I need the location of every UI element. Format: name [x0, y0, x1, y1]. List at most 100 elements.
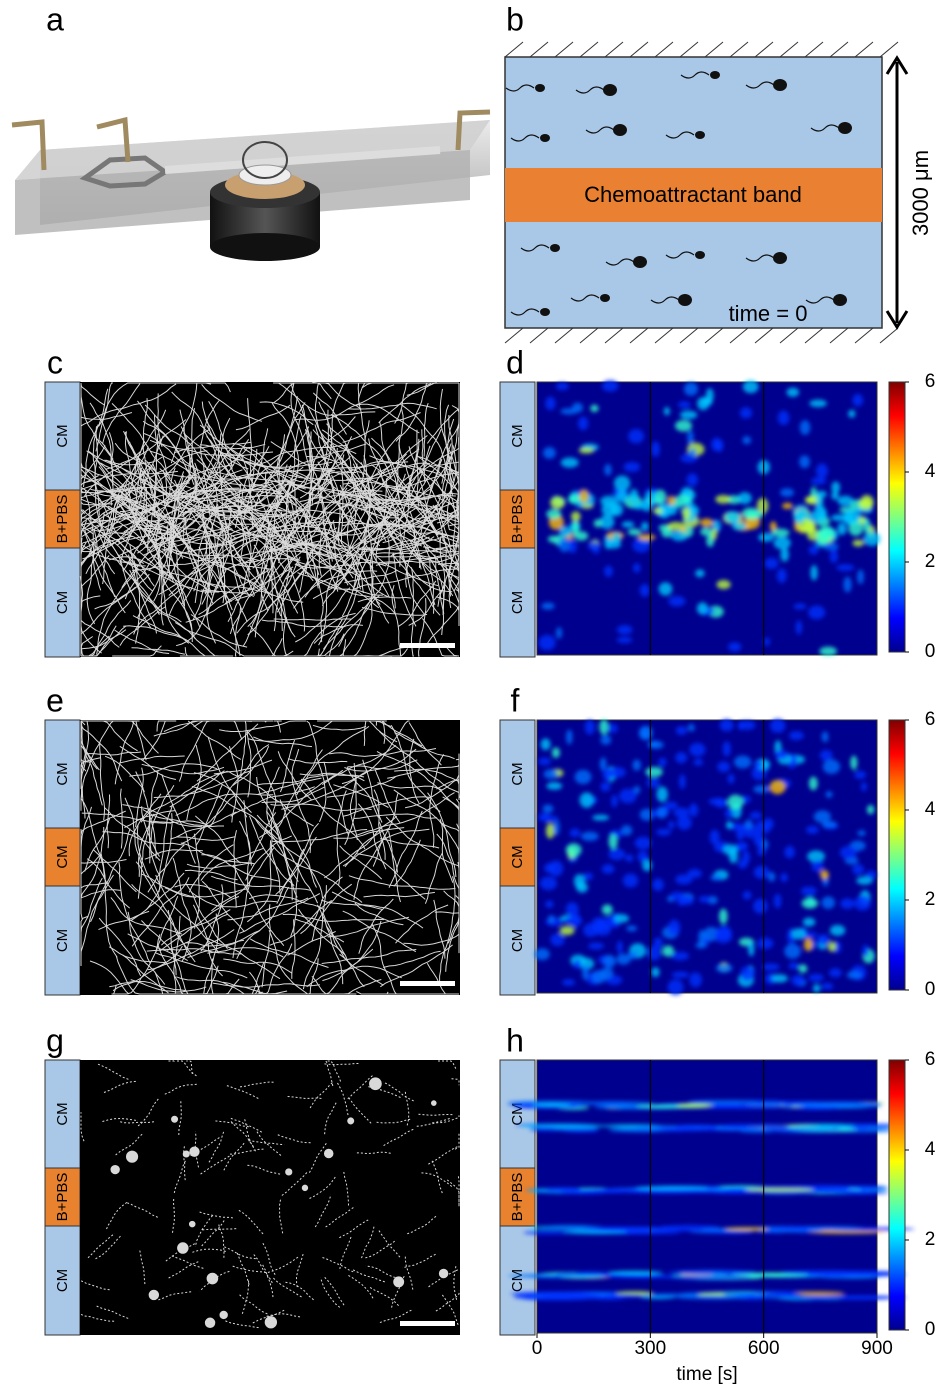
hatch — [805, 42, 823, 57]
heatmap-blob — [799, 455, 810, 468]
heatmap-blob — [854, 896, 870, 911]
heatmap-blob — [602, 380, 618, 392]
heatmap-blob — [661, 529, 672, 538]
heatmap-blob — [820, 750, 833, 761]
heatmap-blob — [633, 1190, 711, 1194]
cell-cluster — [302, 1185, 307, 1190]
heatmap-blob — [808, 974, 823, 982]
heatmap-blob — [626, 925, 637, 931]
panel-label: c — [47, 344, 63, 380]
heatmap-blob — [585, 720, 595, 735]
heatmap-blob — [789, 731, 804, 740]
panel-label: h — [506, 1022, 524, 1058]
condition-label: CM — [54, 929, 71, 952]
colorbar-tick-label: 4 — [925, 461, 936, 482]
heatmap-blob — [609, 834, 618, 850]
heatmap-blob — [700, 528, 712, 536]
cell-cluster — [370, 1078, 382, 1090]
heatmap-blob — [647, 946, 661, 961]
heatmap-blob — [781, 1270, 861, 1274]
cell-cluster — [190, 1147, 199, 1156]
heatmap-blob — [678, 401, 691, 408]
condition-label: CM — [509, 1269, 526, 1292]
heatmap-blob — [664, 407, 670, 416]
colorbar-tick-label: 4 — [925, 799, 936, 820]
heatmap-blob — [821, 983, 833, 990]
heatmap-blob — [556, 382, 569, 390]
bacterium — [773, 79, 787, 91]
heatmap-blob — [656, 829, 671, 836]
heatmap-blob — [585, 1101, 655, 1105]
heatmap-blob — [784, 846, 794, 858]
heatmap-blob — [717, 761, 730, 772]
heatmap-blob — [714, 929, 732, 944]
bacterium — [773, 252, 787, 264]
heatmap-blob — [744, 819, 753, 829]
heatmap-blob — [623, 874, 638, 888]
hatch — [580, 328, 598, 343]
heatmap-blob — [659, 582, 673, 596]
hatch — [630, 42, 648, 57]
heatmap-blob — [633, 563, 641, 573]
heatmap-blob — [830, 549, 838, 563]
heatmap-blob — [635, 837, 652, 850]
heatmap-blob — [590, 405, 598, 412]
heatmap-blob — [641, 522, 649, 531]
heatmap-blob — [762, 963, 779, 970]
heatmap-blob — [589, 1227, 678, 1231]
heatmap-blob — [628, 429, 644, 444]
heatmap-blob — [588, 542, 601, 551]
heatmap-blob — [738, 860, 748, 869]
heatmap-blob — [812, 860, 824, 871]
heatmap-blob — [847, 971, 862, 979]
heatmap-blob — [867, 805, 874, 815]
time-label: time = 0 — [729, 301, 808, 326]
bacterium — [550, 244, 560, 252]
heatmap-blob — [768, 872, 776, 882]
cell-cluster — [348, 1118, 354, 1124]
heatmap-blob — [600, 782, 610, 792]
heatmap-blob — [668, 979, 684, 995]
heatmap-blob — [678, 899, 686, 905]
heatmap-blob — [803, 521, 816, 533]
heatmap-blob — [757, 938, 773, 949]
heatmap-blob — [754, 761, 762, 768]
heatmap-blob — [753, 899, 767, 914]
heatmap-blob — [774, 537, 791, 550]
heatmap-blob — [677, 816, 692, 830]
heatmap-blob — [541, 602, 554, 609]
scale-bar — [400, 1321, 455, 1326]
cell-cluster — [220, 1311, 227, 1318]
heatmap-blob — [746, 511, 764, 519]
heatmap-blob — [695, 569, 705, 577]
heatmap-blob — [640, 728, 650, 739]
heatmap-blob — [822, 896, 836, 909]
heatmap-blob — [552, 747, 560, 758]
heatmap-blob — [859, 499, 873, 510]
bacterium — [678, 294, 692, 306]
heatmap-blob — [802, 898, 818, 909]
heatmap-blob — [543, 804, 554, 813]
panel-b: Chemoattractant band 3000 μm time = 0 — [505, 42, 933, 343]
page: {"panel_labels":["a","b","c","d","e","f"… — [0, 0, 942, 1389]
heatmap-blob — [754, 832, 765, 847]
heatmap-blob — [580, 792, 594, 808]
hatch — [705, 42, 723, 57]
heatmap-blob — [640, 584, 650, 597]
condition-label: CM — [54, 424, 71, 447]
hatch — [755, 42, 773, 57]
heatmap-blob — [657, 786, 668, 802]
heatmap-blob — [857, 830, 865, 836]
heatmap-blob — [546, 509, 561, 519]
heatmap-blob — [719, 909, 728, 925]
heatmap-blob — [561, 457, 579, 467]
heatmap-blob — [691, 1100, 758, 1104]
hatch — [605, 42, 623, 57]
heatmap-blob — [782, 503, 793, 509]
colorbar-tick-label: 2 — [925, 889, 936, 910]
heatmap-blob — [608, 849, 625, 860]
heatmap-blob — [726, 821, 733, 829]
cell-cluster — [394, 1277, 404, 1287]
heatmap-blob — [830, 925, 845, 936]
heatmap-blob — [689, 448, 697, 456]
